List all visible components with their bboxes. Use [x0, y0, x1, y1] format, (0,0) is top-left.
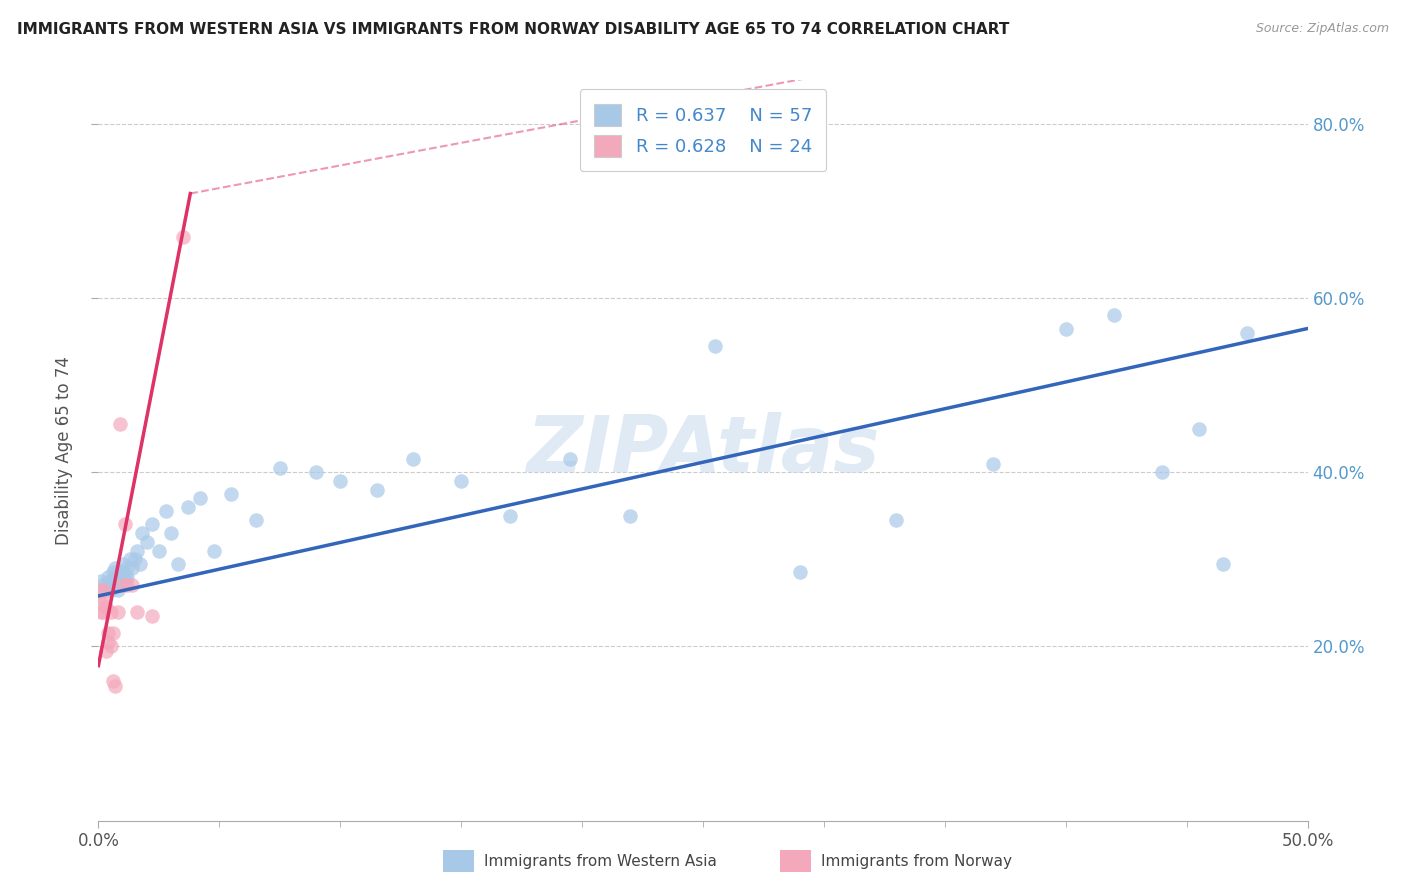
- Point: [97, 635, 120, 649]
- Point: [117, 570, 139, 584]
- Point: [108, 566, 131, 580]
- Point: [111, 578, 134, 592]
- Point: [141, 517, 163, 532]
- Point: [127, 605, 149, 619]
- Text: Source: ZipAtlas.com: Source: ZipAtlas.com: [1256, 22, 1389, 36]
- Point: [789, 566, 811, 580]
- Point: [131, 526, 153, 541]
- Point: [94, 644, 117, 658]
- Point: [90, 596, 112, 610]
- Point: [101, 674, 124, 689]
- Point: [91, 591, 114, 606]
- Point: [329, 474, 352, 488]
- Point: [104, 561, 127, 575]
- Point: [100, 605, 122, 619]
- Point: [101, 578, 124, 592]
- Point: [366, 483, 388, 497]
- Text: ZIPAtlas: ZIPAtlas: [526, 412, 880, 489]
- Point: [172, 230, 194, 244]
- Point: [981, 457, 1004, 471]
- Point: [114, 574, 136, 588]
- Point: [100, 640, 122, 654]
- Point: [1212, 557, 1234, 571]
- Point: [135, 535, 157, 549]
- Point: [188, 491, 211, 506]
- Point: [558, 452, 581, 467]
- Point: [118, 552, 141, 566]
- Point: [121, 561, 143, 575]
- Point: [91, 582, 114, 597]
- Point: [94, 582, 117, 597]
- Point: [402, 452, 425, 467]
- Point: [155, 504, 177, 518]
- Point: [90, 582, 112, 597]
- Point: [107, 605, 129, 619]
- Point: [107, 574, 129, 588]
- Point: [114, 517, 136, 532]
- Point: [204, 543, 226, 558]
- Point: [97, 578, 120, 592]
- Point: [128, 557, 150, 571]
- Point: [111, 557, 134, 571]
- Point: [97, 626, 120, 640]
- Text: Immigrants from Western Asia: Immigrants from Western Asia: [484, 854, 717, 869]
- Point: [1236, 326, 1258, 340]
- Point: [886, 513, 908, 527]
- Text: Immigrants from Norway: Immigrants from Norway: [821, 854, 1012, 869]
- Point: [269, 461, 291, 475]
- Point: [160, 526, 183, 541]
- Point: [704, 339, 727, 353]
- Point: [100, 574, 122, 588]
- Point: [1102, 309, 1125, 323]
- Point: [117, 561, 139, 575]
- Point: [91, 605, 114, 619]
- Point: [498, 508, 520, 523]
- Point: [127, 543, 149, 558]
- Point: [1152, 465, 1174, 479]
- Point: [108, 574, 131, 588]
- Y-axis label: Disability Age 65 to 74: Disability Age 65 to 74: [55, 356, 73, 545]
- Point: [167, 557, 190, 571]
- Point: [94, 600, 117, 615]
- Point: [177, 500, 200, 514]
- Legend: R = 0.637    N = 57, R = 0.628    N = 24: R = 0.637 N = 57, R = 0.628 N = 24: [579, 89, 827, 171]
- Point: [100, 582, 122, 597]
- Point: [450, 474, 472, 488]
- Point: [221, 487, 243, 501]
- Point: [148, 543, 170, 558]
- Text: IMMIGRANTS FROM WESTERN ASIA VS IMMIGRANTS FROM NORWAY DISABILITY AGE 65 TO 74 C: IMMIGRANTS FROM WESTERN ASIA VS IMMIGRAN…: [17, 22, 1010, 37]
- Point: [104, 679, 127, 693]
- Point: [245, 513, 267, 527]
- Point: [121, 578, 143, 592]
- Point: [1054, 321, 1077, 335]
- Point: [90, 605, 112, 619]
- Point: [619, 508, 641, 523]
- Point: [101, 626, 124, 640]
- Point: [305, 465, 328, 479]
- Point: [91, 578, 114, 592]
- Point: [107, 582, 129, 597]
- Point: [101, 566, 124, 580]
- Point: [111, 566, 134, 580]
- Point: [124, 552, 146, 566]
- Point: [104, 570, 127, 584]
- Point: [1188, 422, 1211, 436]
- Point: [97, 570, 120, 584]
- Point: [117, 578, 139, 592]
- Point: [108, 417, 131, 432]
- Point: [90, 574, 112, 588]
- Point: [114, 570, 136, 584]
- Point: [141, 609, 163, 624]
